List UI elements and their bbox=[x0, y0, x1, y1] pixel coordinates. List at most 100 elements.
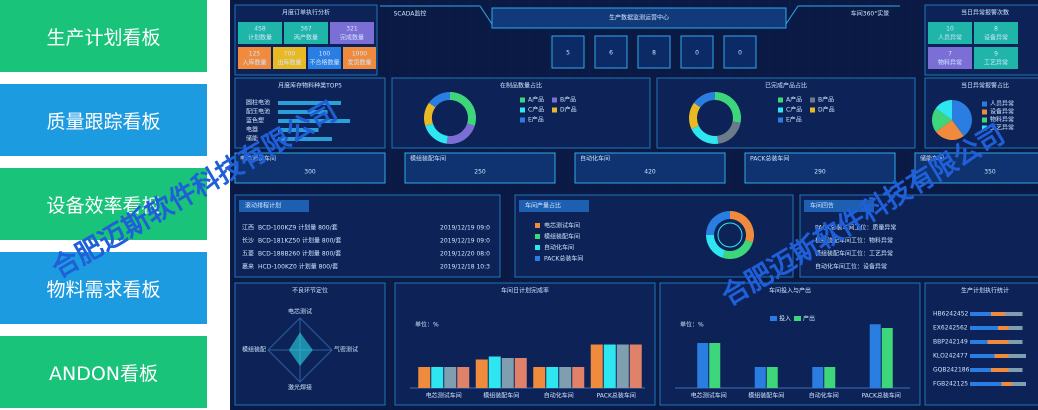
menu-button[interactable]: ANDON看板 bbox=[0, 336, 207, 408]
legend-label: E产品 bbox=[528, 116, 544, 124]
ring-segment bbox=[691, 125, 719, 144]
legend-label: 投入 bbox=[779, 315, 791, 323]
legend-swatch bbox=[982, 117, 987, 123]
counter-box bbox=[723, 35, 757, 69]
stat-value: 1000 bbox=[352, 51, 367, 58]
panel-title-bar bbox=[519, 200, 589, 212]
panel-title: 车间回告 bbox=[810, 202, 834, 210]
x-tick-label: 自动化车间 bbox=[809, 392, 839, 400]
ring-segment bbox=[424, 102, 436, 127]
legend-label: D产品 bbox=[818, 106, 835, 114]
stat-label: 两产数量 bbox=[294, 34, 318, 42]
ring-inner bbox=[717, 222, 743, 248]
ring-segment bbox=[935, 100, 952, 120]
legend-swatch bbox=[778, 117, 783, 123]
legend-label: A产品 bbox=[786, 96, 802, 104]
plan-bar bbox=[1001, 382, 1012, 386]
plan-row-label: BBP242149 bbox=[933, 339, 968, 346]
top5-item: 电器 bbox=[246, 126, 258, 134]
stat-label: 入库数量 bbox=[242, 59, 266, 67]
bar bbox=[629, 344, 642, 388]
radar-area bbox=[288, 332, 300, 350]
stat-label: 出库数量 bbox=[277, 59, 301, 67]
legend-swatch bbox=[535, 256, 540, 261]
panel-title: 不良环节定位 bbox=[292, 287, 328, 295]
header-tag: SCADA监控 bbox=[394, 10, 427, 18]
stat-value: 9 bbox=[994, 51, 998, 58]
menu-button[interactable]: 生产计划看板 bbox=[0, 0, 207, 72]
ring-segment bbox=[715, 92, 741, 123]
stat-tile bbox=[273, 47, 306, 69]
workshop-value: 350 bbox=[984, 169, 996, 176]
panel-title: 车间产量占比 bbox=[525, 202, 561, 210]
plan-bar bbox=[994, 354, 1009, 358]
bar bbox=[766, 367, 778, 388]
ring-segment bbox=[425, 123, 448, 144]
top5-item: 配压电池 bbox=[246, 108, 270, 116]
stat-tile bbox=[308, 47, 341, 69]
unit-label: 单位：% bbox=[415, 321, 439, 329]
legend-swatch bbox=[810, 107, 815, 113]
ring-segment bbox=[730, 211, 755, 243]
panel-title-bar bbox=[239, 200, 309, 212]
schedule-cell: 嘉来 bbox=[242, 263, 254, 271]
top5-bar bbox=[278, 128, 319, 132]
bar bbox=[488, 356, 501, 388]
plan-bar bbox=[1008, 340, 1023, 344]
andon-row: 自动化车间工位：设备异常 bbox=[815, 263, 887, 271]
top5-bar bbox=[278, 119, 350, 123]
workshop-value: 290 bbox=[814, 169, 826, 176]
legend-swatch bbox=[552, 97, 557, 103]
panel-title: 在制品数量占比 bbox=[500, 82, 542, 90]
ring-segment bbox=[446, 123, 475, 144]
x-tick-label: PACK总装车间 bbox=[862, 392, 901, 400]
stat-label: 发货数量 bbox=[347, 59, 371, 67]
legend-label: B产品 bbox=[818, 96, 834, 104]
ring-segment bbox=[932, 108, 952, 132]
top5-item: 储能 bbox=[246, 135, 258, 143]
radar-area bbox=[288, 350, 300, 366]
panel-title: 月度库存物料种类TOP5 bbox=[278, 82, 342, 90]
bar bbox=[444, 367, 457, 388]
workshop-box bbox=[744, 152, 896, 184]
radar-label: 模组装配 bbox=[242, 346, 266, 354]
legend-swatch bbox=[810, 97, 815, 103]
stat-label: 物料异常 bbox=[938, 59, 962, 67]
bar bbox=[590, 344, 603, 388]
legend-swatch bbox=[535, 234, 540, 239]
legend-swatch bbox=[520, 97, 525, 103]
ring-segment bbox=[450, 92, 476, 127]
plan-bar bbox=[1005, 312, 1023, 316]
stat-value: 8 bbox=[994, 26, 998, 33]
plan-row-label: FGB242125 bbox=[933, 381, 968, 388]
menu-button[interactable]: 设备效率看板 bbox=[0, 168, 207, 240]
plan-row-label: KLO242477 bbox=[933, 353, 968, 360]
ring-segment bbox=[693, 92, 715, 108]
bar bbox=[572, 367, 585, 388]
bar bbox=[697, 343, 709, 388]
legend-label: 工艺异常 bbox=[990, 124, 1014, 132]
workshop-box bbox=[404, 152, 556, 184]
legend-swatch bbox=[982, 125, 987, 131]
menu-button[interactable]: 质量跟踪看板 bbox=[0, 84, 207, 156]
bar bbox=[431, 367, 444, 388]
panel-title: 车间日计划完成率 bbox=[501, 287, 549, 295]
dashboard-preview: 生产数据监测运营中心 SCADA监控 车间360°实景 5 6 8 0 0 月度订单执行分析 45… bbox=[230, 0, 1038, 410]
ring-segment bbox=[722, 239, 753, 259]
counter-box bbox=[594, 35, 628, 69]
legend-label: 产出 bbox=[803, 315, 815, 323]
schedule-cell: BCD-181KZ50 计划量 800/套 bbox=[258, 237, 341, 245]
stat-label: 人员异常 bbox=[938, 34, 962, 42]
stat-label: 设备异常 bbox=[984, 34, 1008, 42]
workshop-name: 电芯测试车间 bbox=[240, 155, 276, 163]
stat-tile bbox=[974, 47, 1018, 69]
schedule-cell: 长沙 bbox=[242, 237, 254, 245]
plan-bar bbox=[1008, 368, 1023, 372]
menu-button[interactable]: 物料需求看板 bbox=[0, 252, 207, 324]
legend-swatch bbox=[982, 109, 987, 115]
legend-label: C产品 bbox=[528, 106, 544, 114]
bar bbox=[616, 344, 629, 388]
ring-segment bbox=[952, 100, 973, 137]
andon-row: 模组装配车间工位：物料异常 bbox=[815, 237, 893, 245]
schedule-cell: 江西 bbox=[242, 225, 254, 232]
